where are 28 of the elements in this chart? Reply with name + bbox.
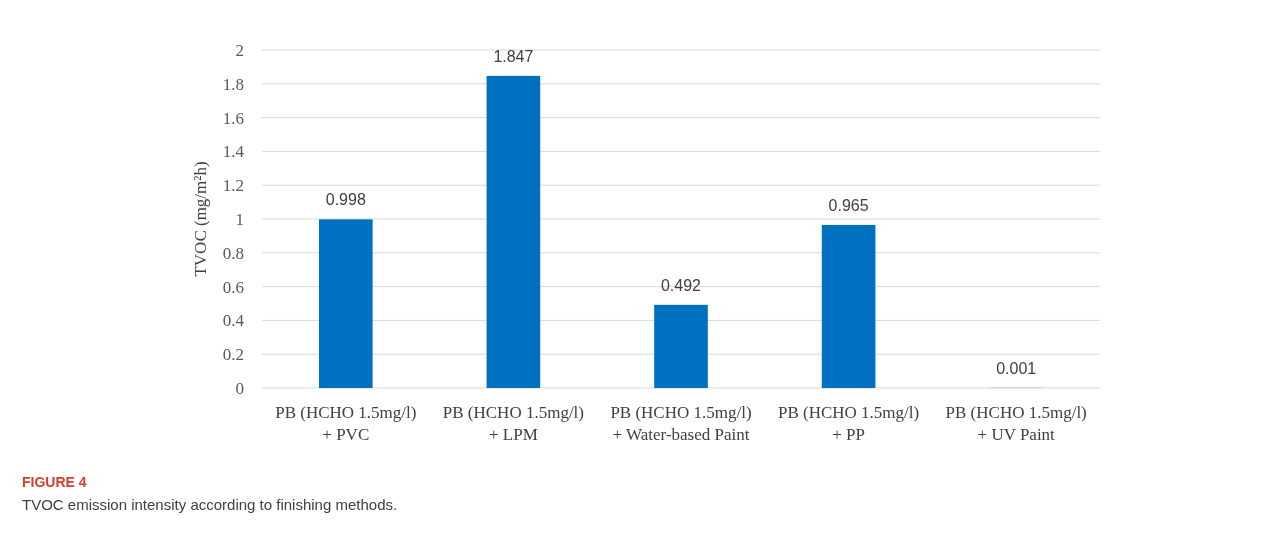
data-label: 0.492	[660, 276, 702, 294]
bar	[318, 219, 373, 388]
caption: FIGURE 4	[22, 474, 87, 490]
y-tick-label: 1.2	[222, 176, 244, 196]
x-tick-label: PB (HCHO 1.5mg/l) + Water-based Paint	[610, 403, 752, 444]
y-tick-label: 0	[235, 378, 244, 398]
y-tick-label: 1	[235, 209, 244, 229]
x-tick-label: PB (HCHO 1.5mg/l) + PP	[777, 403, 920, 444]
y-tick-label: 0.4	[222, 311, 245, 331]
y-tick-label: 1.4	[222, 142, 245, 162]
y-tick-label: 0.2	[222, 345, 244, 365]
x-tick-label: PB (HCHO 1.5mg/l) + LPM	[442, 403, 585, 444]
x-tick-label: PB (HCHO 1.5mg/l) + UV Paint	[945, 403, 1087, 444]
y-tick-label: 2	[235, 40, 244, 60]
data-label: 0.965	[828, 196, 869, 214]
bar	[821, 224, 876, 388]
y-tick-label: 0.6	[222, 277, 244, 297]
y-tick-label: 1.8	[222, 74, 244, 94]
y-tick-label: 1.6	[222, 108, 244, 128]
data-label: 0.998	[325, 191, 366, 209]
y-axis-title: TVOC (mg/m²h)	[191, 161, 210, 277]
text: TVOC emission intensity according to finishing methods.	[22, 496, 398, 513]
x-tick-label: PB (HCHO 1.5mg/l) + PVC	[275, 403, 417, 444]
data-label: 1.847	[493, 47, 534, 65]
bar	[654, 304, 708, 388]
bar	[486, 75, 541, 388]
y-tick-label: 0.8	[222, 243, 244, 263]
data-label: 0.001	[996, 359, 1037, 377]
